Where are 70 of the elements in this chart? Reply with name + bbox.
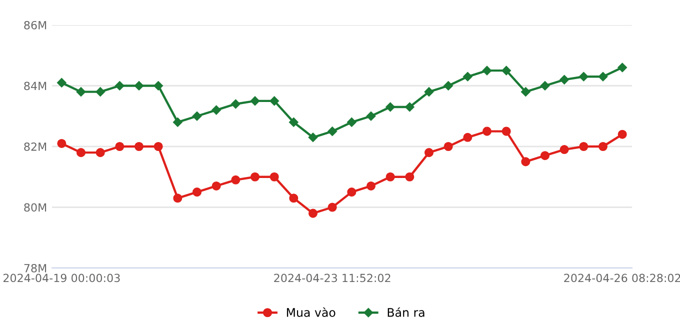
point — [212, 105, 221, 115]
y-tick-label: 84M — [24, 82, 46, 90]
point — [482, 126, 492, 136]
legend-label: Bán ra — [388, 307, 424, 317]
point — [579, 72, 588, 82]
point — [154, 142, 163, 152]
point — [366, 112, 376, 121]
point — [463, 132, 472, 142]
point — [502, 126, 511, 136]
point — [250, 172, 260, 182]
point — [405, 172, 414, 182]
point — [482, 66, 492, 76]
point — [173, 118, 182, 127]
legend-label: Mua vào — [286, 307, 336, 317]
x-tick-label: 2024-04-23 11:52:02 — [274, 274, 390, 282]
point — [270, 96, 279, 106]
point — [231, 99, 240, 109]
point — [231, 175, 240, 184]
point — [405, 102, 414, 112]
point — [540, 151, 550, 160]
point — [328, 202, 337, 212]
point — [270, 172, 279, 182]
point — [444, 81, 453, 90]
point — [96, 148, 105, 158]
point — [57, 78, 66, 88]
point — [154, 81, 163, 90]
point — [115, 142, 124, 152]
point — [618, 130, 627, 139]
point — [521, 157, 530, 166]
point — [424, 87, 434, 96]
point — [347, 188, 356, 197]
point — [444, 142, 453, 152]
point — [347, 118, 356, 127]
point — [618, 62, 627, 72]
x-tick-label: 2024-04-26 08:28:02 — [564, 274, 680, 282]
point — [328, 126, 337, 136]
y-tick-label: 80M — [24, 203, 46, 212]
y-tick-label: 82M — [24, 142, 46, 151]
point — [308, 132, 318, 142]
point — [366, 181, 376, 190]
point — [598, 142, 608, 152]
point — [386, 102, 395, 112]
point — [598, 72, 608, 82]
point — [134, 142, 144, 152]
point — [250, 96, 260, 106]
y-tick-label: 86M — [24, 20, 46, 30]
point — [386, 172, 395, 182]
point — [76, 148, 86, 158]
point — [521, 87, 530, 96]
point — [424, 148, 434, 158]
point — [76, 87, 86, 96]
point — [212, 181, 221, 190]
point — [57, 138, 66, 148]
point — [579, 142, 588, 152]
point — [192, 112, 202, 121]
point — [308, 208, 318, 218]
y-tick-label: 78M — [24, 264, 46, 272]
point — [560, 145, 569, 154]
point — [289, 118, 298, 127]
point — [115, 81, 124, 90]
point — [96, 87, 105, 96]
point — [502, 66, 511, 76]
point — [463, 72, 472, 82]
point — [173, 194, 182, 203]
x-tick-label: 2024-04-19 00:00:03 — [3, 274, 120, 282]
point — [540, 81, 550, 90]
point — [192, 188, 202, 197]
point — [134, 81, 144, 90]
point — [289, 194, 298, 203]
point — [560, 75, 569, 84]
